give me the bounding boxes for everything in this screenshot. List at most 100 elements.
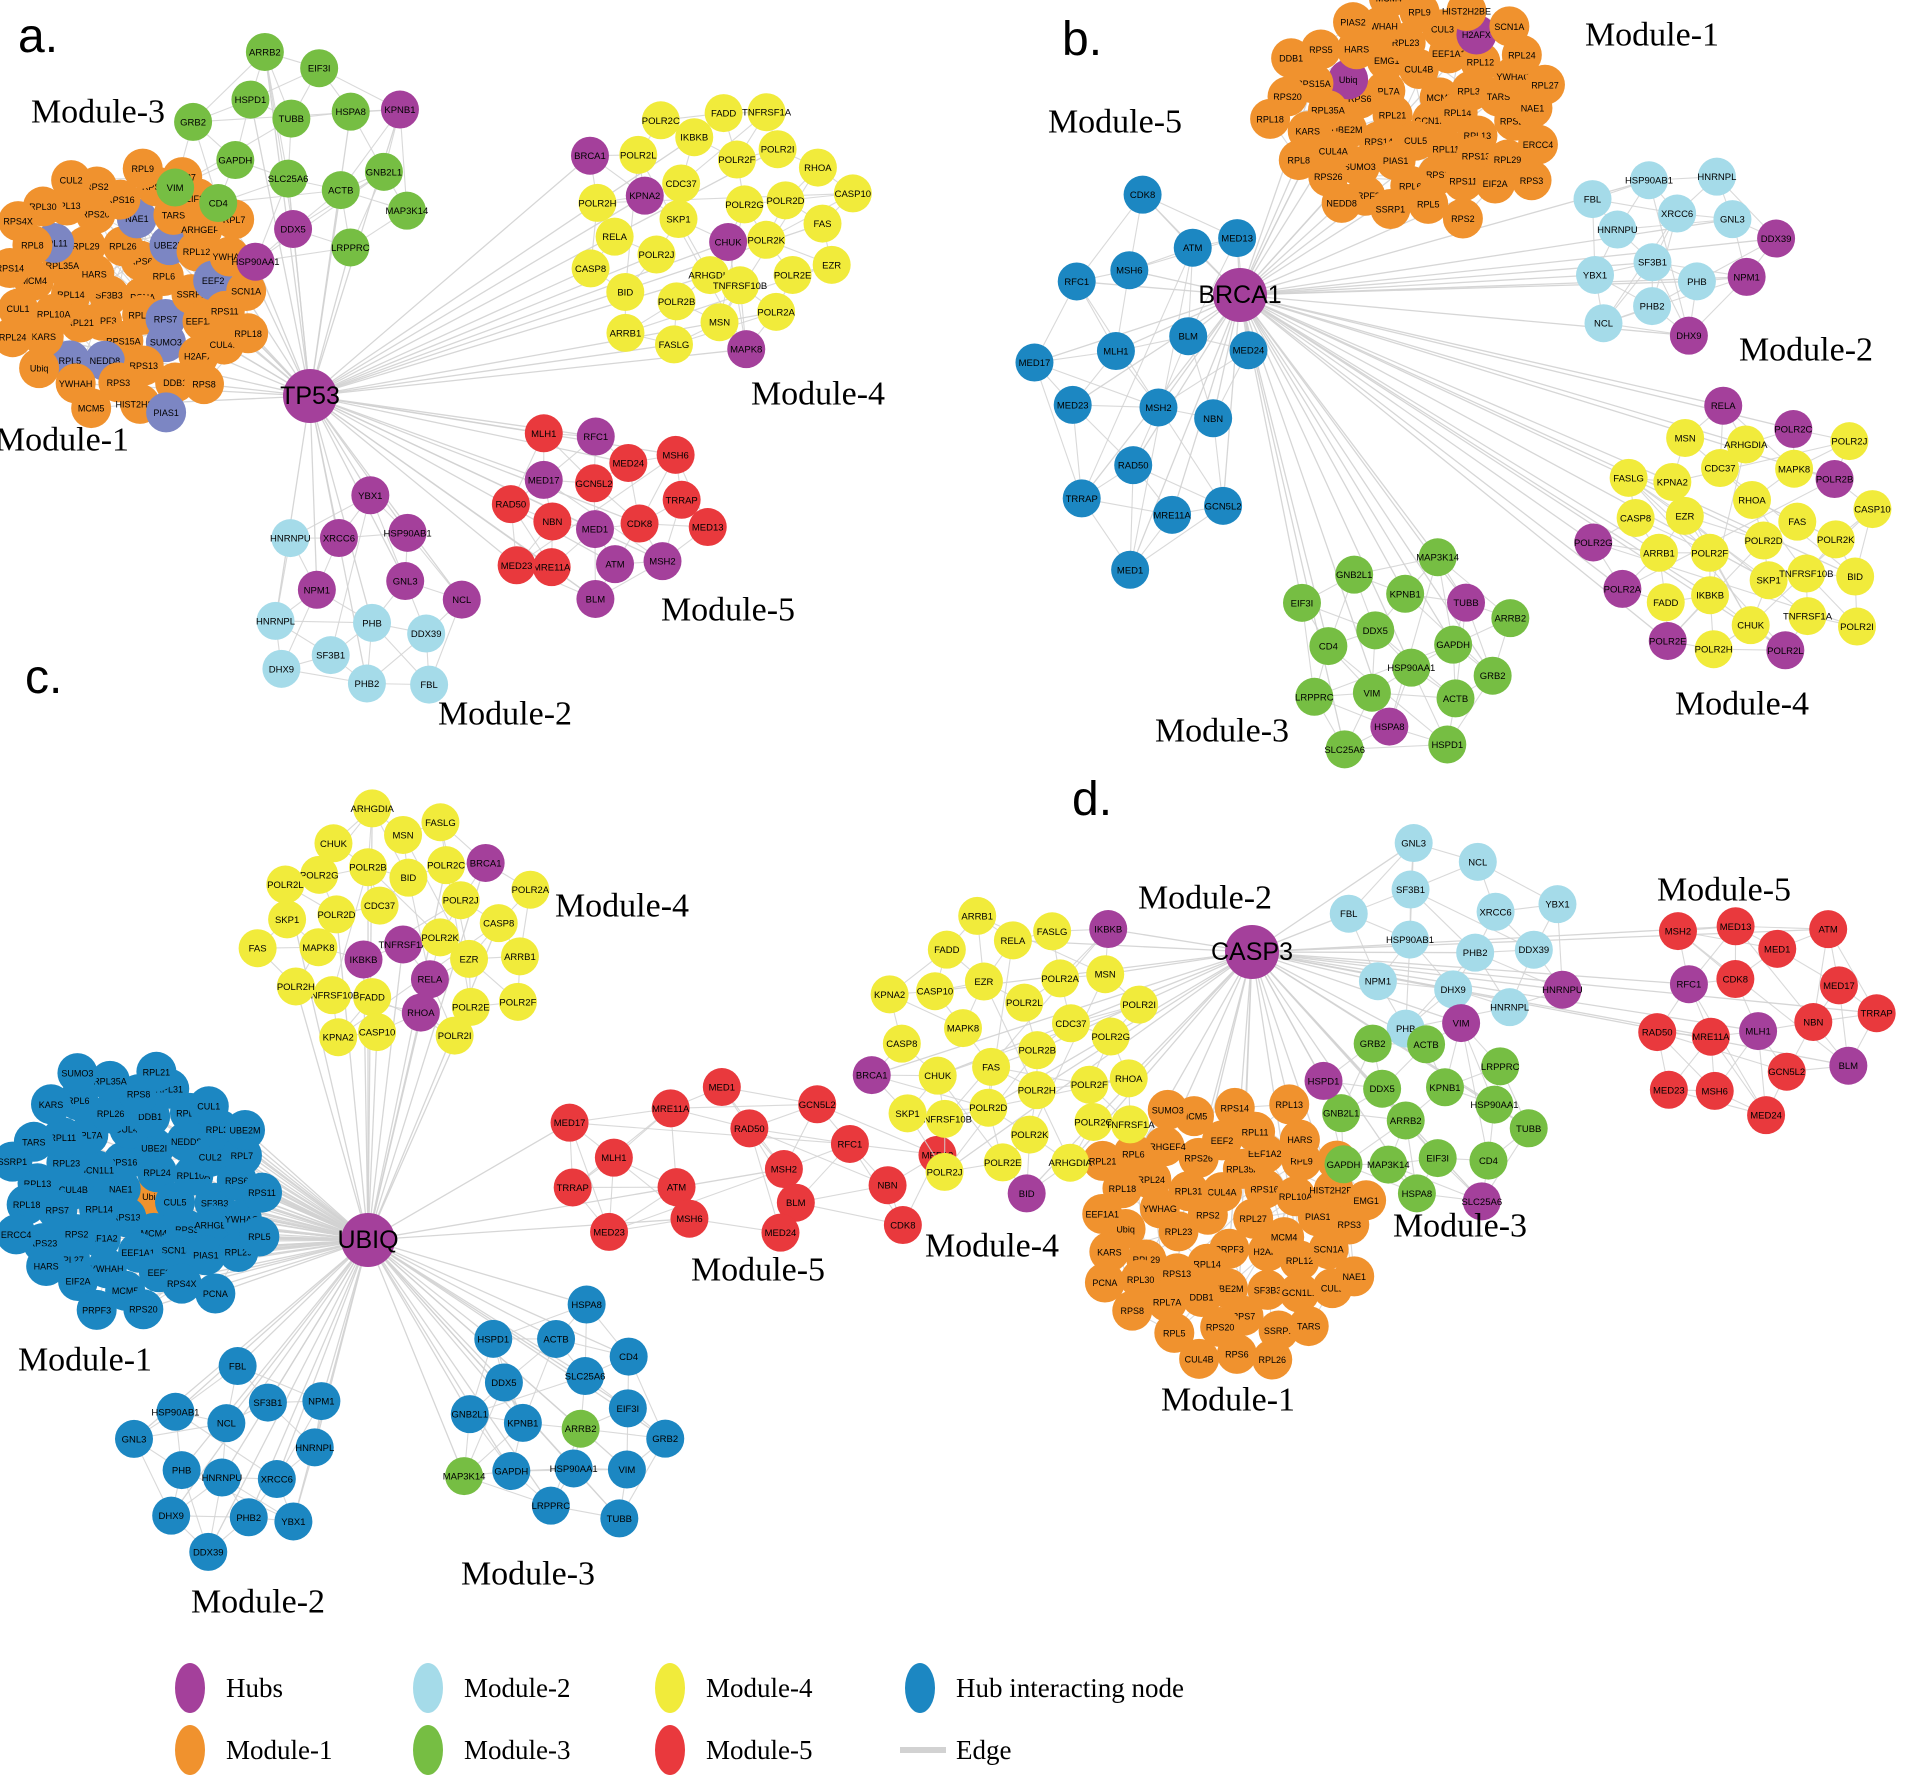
- node-rpl26[interactable]: [1252, 1339, 1293, 1380]
- node-lrpprc[interactable]: [1481, 1047, 1520, 1086]
- node-skp1[interactable]: [888, 1094, 927, 1133]
- node-polr2g[interactable]: [725, 185, 764, 224]
- node-rps14[interactable]: [1214, 1087, 1255, 1128]
- node-mcm4[interactable]: [1369, 0, 1409, 18]
- node-ddx39[interactable]: [1514, 930, 1553, 969]
- node-vim[interactable]: [1442, 1004, 1481, 1043]
- node-cd4[interactable]: [1469, 1141, 1508, 1180]
- node-lrpprc[interactable]: [331, 228, 370, 267]
- node-mapk8[interactable]: [727, 330, 766, 369]
- node-polr2l[interactable]: [266, 865, 305, 904]
- node-polr2f[interactable]: [717, 140, 756, 179]
- node-fas[interactable]: [803, 204, 842, 243]
- node-hist2h2be[interactable]: [1446, 0, 1487, 32]
- node-ybx1[interactable]: [1538, 885, 1577, 924]
- node-med1[interactable]: [702, 1068, 741, 1107]
- node-polr2e[interactable]: [983, 1143, 1022, 1182]
- node-med24[interactable]: [1747, 1096, 1786, 1135]
- node-hspa8[interactable]: [1370, 707, 1409, 746]
- node-polr2c[interactable]: [1074, 1102, 1113, 1141]
- node-rhoa[interactable]: [1109, 1059, 1148, 1098]
- node-pias1[interactable]: [146, 392, 187, 433]
- node-kpnb1[interactable]: [1425, 1068, 1464, 1107]
- node-med23[interactable]: [1649, 1070, 1688, 1109]
- node-ikbkb[interactable]: [675, 118, 714, 157]
- node-polr2d[interactable]: [766, 181, 805, 220]
- node-polr2f[interactable]: [498, 982, 537, 1021]
- node-rpl31[interactable]: [1168, 1171, 1209, 1212]
- node-faslg[interactable]: [1033, 912, 1072, 951]
- node-ncl[interactable]: [1458, 842, 1497, 881]
- node-arrb1[interactable]: [958, 896, 997, 935]
- node-polr2c[interactable]: [1774, 410, 1813, 449]
- node-med13[interactable]: [688, 508, 727, 547]
- node-fas[interactable]: [972, 1047, 1011, 1086]
- node-ncl[interactable]: [207, 1404, 246, 1443]
- node-polr2e[interactable]: [1648, 621, 1687, 660]
- node-rps11[interactable]: [242, 1172, 283, 1213]
- node-polr2d[interactable]: [969, 1088, 1008, 1127]
- node-hsp90aa1[interactable]: [554, 1449, 593, 1488]
- node-vim[interactable]: [607, 1450, 646, 1489]
- node-hspd1[interactable]: [231, 80, 270, 119]
- node-med17[interactable]: [1819, 966, 1858, 1005]
- node-med24[interactable]: [609, 443, 648, 482]
- node-scn1a[interactable]: [226, 271, 267, 312]
- node-hnrnpu[interactable]: [1543, 970, 1582, 1009]
- node-polr2c[interactable]: [641, 101, 680, 140]
- node-faslg[interactable]: [421, 803, 460, 842]
- node-polr2d[interactable]: [1744, 521, 1783, 560]
- node-ercc4[interactable]: [1517, 124, 1558, 165]
- node-blm[interactable]: [576, 579, 615, 618]
- node-kpna2[interactable]: [1653, 462, 1692, 501]
- node-ddx5[interactable]: [1363, 1069, 1402, 1108]
- node-ybx1[interactable]: [1576, 255, 1615, 294]
- node-arrb1[interactable]: [1639, 533, 1678, 572]
- node-hnrnpl[interactable]: [1490, 988, 1529, 1027]
- node-hnrnpu[interactable]: [1598, 210, 1637, 249]
- node-arrb2[interactable]: [245, 32, 284, 71]
- node-hnrnpl[interactable]: [256, 601, 295, 640]
- node-chuk[interactable]: [709, 223, 748, 262]
- node-scn1a[interactable]: [1489, 6, 1530, 47]
- node-gcn1l1[interactable]: [1279, 1272, 1320, 1313]
- node-tnfrsf1a[interactable]: [747, 93, 786, 132]
- node-polr2h[interactable]: [1017, 1071, 1056, 1110]
- node-rpl27[interactable]: [1524, 64, 1565, 105]
- node-mapk8[interactable]: [1775, 449, 1814, 488]
- node-fbl[interactable]: [1573, 180, 1612, 219]
- node-polr2l[interactable]: [1005, 983, 1044, 1022]
- node-grb2[interactable]: [1353, 1024, 1392, 1063]
- node-ddb1[interactable]: [1271, 38, 1312, 79]
- node-eef1a1[interactable]: [1082, 1194, 1123, 1235]
- node-eif3i[interactable]: [300, 49, 339, 88]
- node-rfc1[interactable]: [1057, 262, 1096, 301]
- node-rad50[interactable]: [1114, 446, 1153, 485]
- node-med13[interactable]: [1716, 907, 1755, 946]
- node-skp1[interactable]: [268, 900, 307, 939]
- node-eif3i[interactable]: [1282, 583, 1321, 622]
- node-ybx1[interactable]: [274, 1502, 313, 1541]
- node-gnl3[interactable]: [386, 562, 425, 601]
- node-casp10[interactable]: [915, 972, 954, 1011]
- node-fadd[interactable]: [1646, 583, 1685, 622]
- node-brca1[interactable]: [570, 136, 609, 175]
- node-polr2j[interactable]: [637, 235, 676, 274]
- node-mapk8[interactable]: [299, 928, 338, 967]
- node-kpna2[interactable]: [870, 975, 909, 1014]
- node-ddx5[interactable]: [484, 1363, 523, 1402]
- node-tnfrsf10b[interactable]: [1787, 554, 1826, 593]
- node-med17[interactable]: [1015, 343, 1054, 382]
- node-gcn5l2[interactable]: [798, 1085, 837, 1124]
- node-blm[interactable]: [1829, 1046, 1868, 1085]
- node-arrb1[interactable]: [500, 937, 539, 976]
- node-nedd8[interactable]: [1321, 182, 1362, 223]
- node-ybx1[interactable]: [351, 476, 390, 515]
- node-gnl3[interactable]: [1713, 200, 1752, 239]
- node-polr2b[interactable]: [349, 848, 388, 887]
- node-xrcc6[interactable]: [319, 519, 358, 558]
- node-rps14[interactable]: [0, 248, 30, 289]
- node-rps2[interactable]: [1442, 198, 1483, 239]
- node-hsp90ab1[interactable]: [1390, 920, 1429, 959]
- node-arrb2[interactable]: [561, 1409, 600, 1448]
